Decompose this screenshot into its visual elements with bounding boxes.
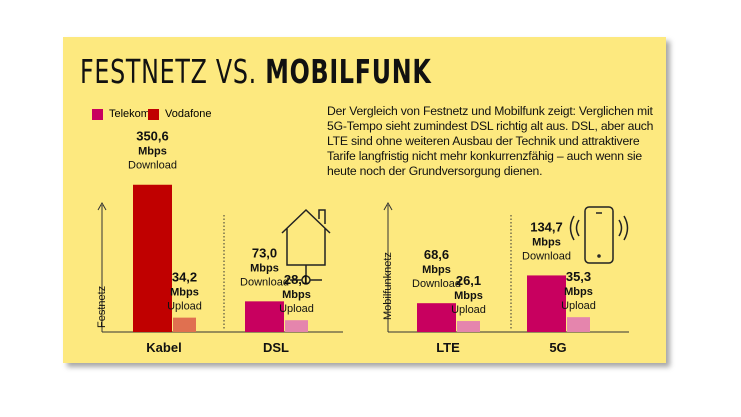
- description-text: Der Vergleich von Festnetz und Mobilfunk…: [327, 104, 654, 178]
- house-network-icon: [281, 208, 331, 285]
- bar-upload-DSL: [285, 320, 308, 332]
- data-label-upload: 34,2: [172, 270, 197, 285]
- legend-swatch: [92, 108, 103, 120]
- axis-label-mobilfunk: Mobilfunknetz: [382, 252, 394, 320]
- upload-label: Upload: [279, 303, 314, 315]
- unit-label: Mbps: [532, 236, 561, 248]
- data-label-download: 350,6: [136, 129, 169, 144]
- bar-download-5G: [527, 275, 566, 332]
- unit-label: Mbps: [454, 290, 483, 302]
- chart-title: FESTNETZ VS. MOBILFUNK: [80, 52, 432, 91]
- legend-vodafone: Vodafone: [148, 108, 212, 120]
- unit-label: Mbps: [170, 287, 199, 299]
- upload-label: Upload: [451, 304, 486, 316]
- data-label-upload: 26,1: [456, 273, 481, 288]
- category-label: 5G: [549, 340, 566, 355]
- unit-label: Mbps: [564, 286, 593, 298]
- unit-label: Mbps: [282, 289, 311, 301]
- data-label-download: 134,7: [530, 219, 563, 234]
- data-label-download: 68,6: [424, 247, 449, 262]
- category-label: DSL: [263, 340, 289, 355]
- upload-label: Upload: [167, 301, 202, 313]
- data-label-upload: 28,1: [284, 272, 309, 287]
- smartphone-icon: [569, 206, 629, 264]
- legend-telekom: Telekom: [92, 108, 150, 120]
- axis-label-festnetz: Festnetz: [96, 286, 108, 328]
- data-label-upload: 35,3: [566, 269, 591, 284]
- bar-upload-LTE: [457, 321, 480, 332]
- category-label: LTE: [436, 340, 460, 355]
- data-label-download: 73,0: [252, 245, 277, 260]
- axis-arrow-icon: [383, 201, 393, 211]
- download-label: Download: [522, 250, 571, 262]
- legend-swatch: [148, 108, 159, 120]
- unit-label: Mbps: [138, 146, 167, 158]
- download-label: Download: [240, 276, 289, 288]
- download-label: Download: [128, 160, 177, 172]
- unit-label: Mbps: [422, 264, 451, 276]
- download-label: Download: [412, 278, 461, 290]
- unit-label: Mbps: [250, 262, 279, 274]
- axis-arrow-icon: [97, 201, 107, 211]
- bar-download-Kabel: [133, 184, 172, 332]
- bar-download-DSL: [245, 301, 284, 332]
- bar-upload-5G: [567, 317, 590, 332]
- category-label: Kabel: [146, 340, 181, 355]
- bar-upload-Kabel: [173, 317, 196, 332]
- bar-download-LTE: [417, 303, 456, 332]
- upload-label: Upload: [561, 300, 596, 312]
